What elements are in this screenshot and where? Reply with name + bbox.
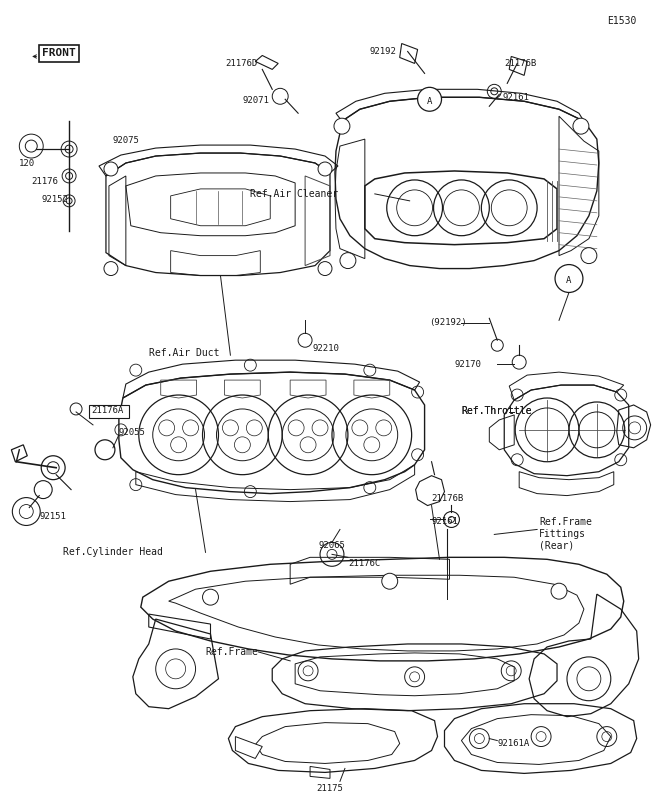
Circle shape — [573, 118, 589, 134]
Text: Ref.Throttle: Ref.Throttle — [461, 406, 532, 416]
Text: 92170: 92170 — [455, 360, 481, 369]
Text: 92151: 92151 — [39, 511, 66, 521]
Text: 92161: 92161 — [432, 518, 458, 526]
Text: 92161A: 92161A — [497, 738, 529, 747]
Text: 21176C: 21176C — [348, 559, 380, 568]
Text: Ref.Throttle: Ref.Throttle — [461, 406, 532, 416]
Circle shape — [104, 162, 118, 176]
Circle shape — [318, 162, 332, 176]
Text: FRONT: FRONT — [43, 49, 76, 58]
Circle shape — [104, 262, 118, 275]
Text: Ref.Frame
Fittings
(Rear): Ref.Frame Fittings (Rear) — [539, 518, 592, 550]
Text: (92192): (92192) — [430, 318, 467, 327]
Text: 21176: 21176 — [31, 177, 58, 186]
Text: A: A — [567, 276, 572, 285]
Polygon shape — [235, 737, 262, 758]
Text: 21175: 21175 — [316, 784, 343, 794]
Polygon shape — [89, 405, 129, 418]
Text: E1530: E1530 — [607, 16, 636, 26]
Text: Ref.Cylinder Head: Ref.Cylinder Head — [63, 547, 163, 558]
Circle shape — [581, 248, 597, 263]
Text: 21176B: 21176B — [432, 494, 464, 502]
Text: 120: 120 — [19, 159, 35, 168]
Text: Ref.Air Duct: Ref.Air Duct — [149, 348, 219, 358]
Text: 92192: 92192 — [370, 46, 397, 55]
Text: 21176A: 21176A — [91, 406, 123, 415]
Circle shape — [334, 118, 350, 134]
Circle shape — [418, 87, 441, 111]
Circle shape — [340, 253, 356, 269]
Text: Ref.Frame: Ref.Frame — [206, 647, 258, 657]
Text: Ref.Air Cleaner: Ref.Air Cleaner — [250, 189, 339, 199]
Text: 21176D: 21176D — [225, 59, 257, 69]
Circle shape — [551, 583, 567, 599]
Text: 92071: 92071 — [242, 96, 269, 106]
Circle shape — [382, 574, 398, 589]
Text: 92161: 92161 — [502, 94, 529, 102]
Text: A: A — [427, 97, 432, 106]
Text: 92210: 92210 — [312, 344, 339, 354]
Text: 92075: 92075 — [113, 136, 140, 145]
Text: 21176B: 21176B — [504, 59, 536, 69]
Circle shape — [555, 265, 583, 293]
Text: 92065: 92065 — [318, 542, 345, 550]
Text: 92055: 92055 — [119, 428, 146, 437]
Circle shape — [318, 262, 332, 275]
Text: 92152: 92152 — [41, 195, 68, 204]
Circle shape — [202, 589, 219, 605]
